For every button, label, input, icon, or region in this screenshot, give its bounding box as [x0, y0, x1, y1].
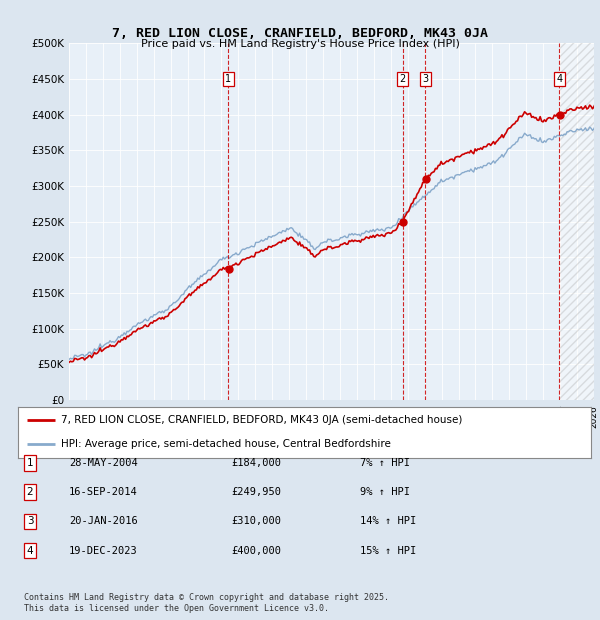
Text: £310,000: £310,000: [231, 516, 281, 526]
Text: 7% ↑ HPI: 7% ↑ HPI: [360, 458, 410, 468]
Text: 15% ↑ HPI: 15% ↑ HPI: [360, 546, 416, 556]
Text: 14% ↑ HPI: 14% ↑ HPI: [360, 516, 416, 526]
Text: £184,000: £184,000: [231, 458, 281, 468]
Text: 19-DEC-2023: 19-DEC-2023: [69, 546, 138, 556]
Text: 4: 4: [26, 546, 34, 556]
Text: 1: 1: [26, 458, 34, 468]
Text: 16-SEP-2014: 16-SEP-2014: [69, 487, 138, 497]
Text: 3: 3: [26, 516, 34, 526]
Text: Contains HM Land Registry data © Crown copyright and database right 2025.
This d: Contains HM Land Registry data © Crown c…: [24, 593, 389, 613]
Text: 4: 4: [556, 74, 563, 84]
Text: 28-MAY-2004: 28-MAY-2004: [69, 458, 138, 468]
Text: £400,000: £400,000: [231, 546, 281, 556]
Text: 3: 3: [422, 74, 428, 84]
Text: Price paid vs. HM Land Registry's House Price Index (HPI): Price paid vs. HM Land Registry's House …: [140, 39, 460, 49]
Text: £249,950: £249,950: [231, 487, 281, 497]
Text: 1: 1: [226, 74, 232, 84]
Text: 2: 2: [26, 487, 34, 497]
Text: 20-JAN-2016: 20-JAN-2016: [69, 516, 138, 526]
Text: 7, RED LION CLOSE, CRANFIELD, BEDFORD, MK43 0JA (semi-detached house): 7, RED LION CLOSE, CRANFIELD, BEDFORD, M…: [61, 415, 463, 425]
Text: 7, RED LION CLOSE, CRANFIELD, BEDFORD, MK43 0JA: 7, RED LION CLOSE, CRANFIELD, BEDFORD, M…: [112, 27, 488, 40]
Text: 9% ↑ HPI: 9% ↑ HPI: [360, 487, 410, 497]
Text: HPI: Average price, semi-detached house, Central Bedfordshire: HPI: Average price, semi-detached house,…: [61, 439, 391, 449]
Text: 2: 2: [400, 74, 406, 84]
